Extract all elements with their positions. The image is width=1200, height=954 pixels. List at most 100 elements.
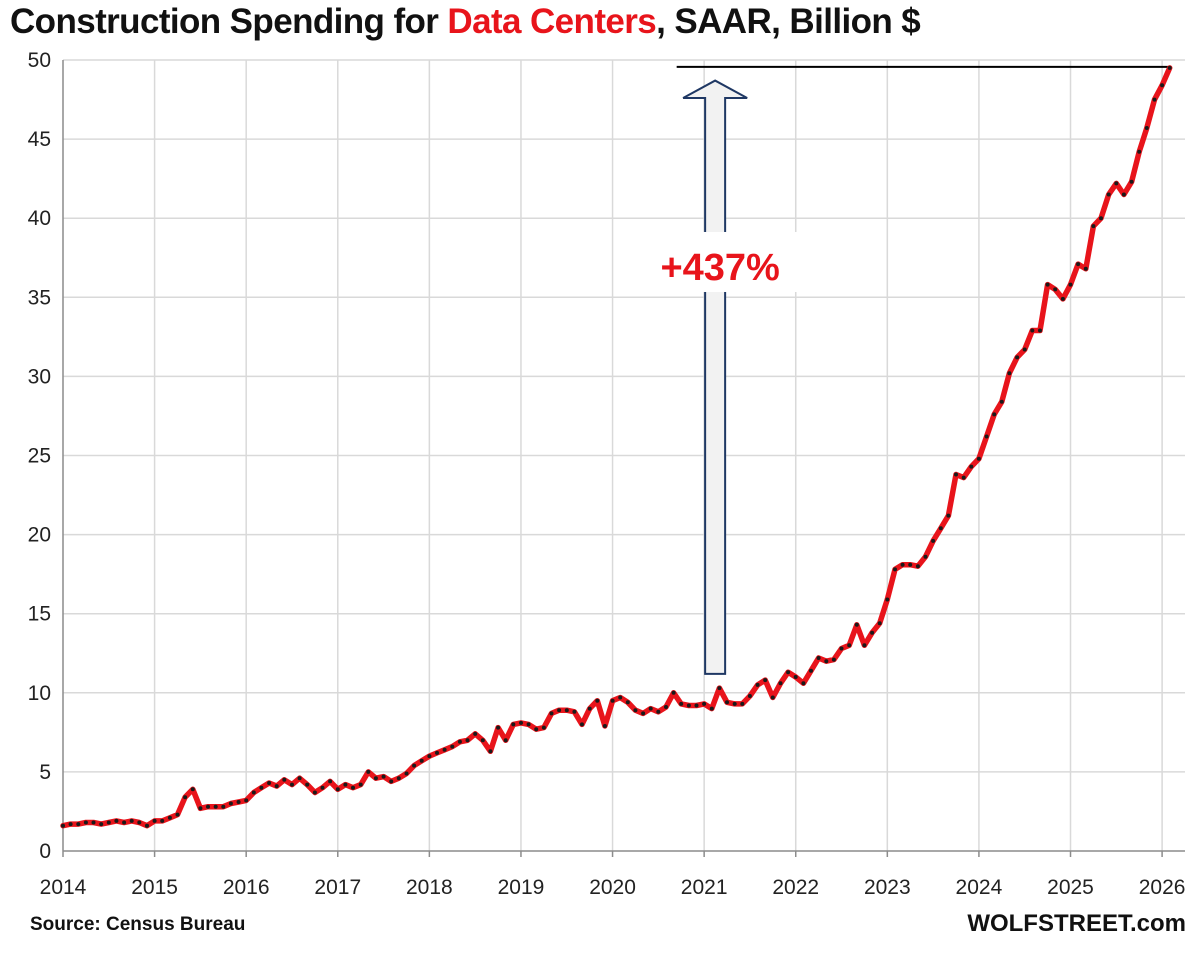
data-point bbox=[1106, 192, 1111, 197]
data-point bbox=[290, 782, 294, 787]
data-point bbox=[854, 622, 859, 627]
data-point bbox=[251, 790, 256, 795]
x-tick-label: 2017 bbox=[314, 876, 361, 899]
y-tick-label: 40 bbox=[28, 207, 51, 230]
data-point bbox=[1144, 126, 1149, 130]
data-point bbox=[1030, 328, 1035, 333]
data-point bbox=[580, 722, 584, 727]
data-point bbox=[1083, 266, 1088, 271]
x-tick-label: 2024 bbox=[956, 876, 1003, 899]
data-point bbox=[228, 801, 233, 806]
data-point bbox=[381, 774, 386, 779]
grid-lines bbox=[63, 59, 1185, 851]
data-point bbox=[1053, 287, 1058, 292]
data-point bbox=[725, 700, 729, 705]
data-point bbox=[976, 456, 981, 461]
data-point bbox=[541, 725, 546, 730]
data-point bbox=[999, 399, 1004, 404]
data-point bbox=[450, 744, 455, 749]
data-point bbox=[1015, 355, 1020, 360]
data-point bbox=[312, 790, 317, 795]
data-point bbox=[786, 670, 791, 675]
data-point bbox=[595, 698, 600, 703]
data-point bbox=[457, 739, 462, 744]
data-point bbox=[328, 779, 333, 784]
data-point bbox=[1129, 179, 1134, 184]
data-point bbox=[519, 720, 523, 725]
data-point bbox=[1076, 262, 1081, 267]
y-tick-label: 50 bbox=[28, 49, 51, 72]
data-point bbox=[633, 708, 638, 713]
data-point bbox=[442, 747, 447, 752]
data-point bbox=[839, 646, 844, 651]
data-point bbox=[427, 754, 432, 759]
data-point bbox=[618, 695, 623, 700]
data-point bbox=[206, 804, 210, 809]
data-point bbox=[221, 804, 226, 809]
title-suffix: , SAAR, Billion $ bbox=[656, 2, 921, 41]
data-point bbox=[1152, 97, 1157, 102]
data-point bbox=[755, 682, 760, 687]
data-point bbox=[274, 784, 279, 789]
data-point bbox=[801, 681, 806, 686]
x-tick-label: 2023 bbox=[864, 876, 911, 899]
data-point bbox=[297, 776, 302, 781]
data-point bbox=[1038, 328, 1042, 333]
data-point bbox=[373, 776, 378, 781]
data-point bbox=[282, 777, 287, 782]
y-tick-label: 35 bbox=[28, 286, 51, 309]
data-point bbox=[809, 668, 813, 673]
y-tick-label: 5 bbox=[39, 761, 51, 784]
data-point bbox=[1007, 371, 1012, 376]
data-point bbox=[625, 700, 630, 705]
data-point bbox=[679, 701, 684, 706]
data-point bbox=[648, 706, 653, 711]
data-point bbox=[68, 822, 73, 827]
data-point bbox=[1068, 282, 1073, 287]
data-point bbox=[259, 785, 264, 790]
data-point bbox=[419, 758, 424, 763]
data-point bbox=[83, 820, 88, 825]
data-point bbox=[961, 475, 966, 480]
data-point bbox=[717, 686, 722, 691]
data-point bbox=[183, 795, 188, 800]
data-point bbox=[343, 782, 348, 787]
data-point bbox=[900, 562, 905, 567]
data-point bbox=[137, 820, 142, 825]
y-tick-label: 45 bbox=[28, 128, 51, 151]
axes bbox=[62, 60, 1185, 857]
data-point bbox=[686, 703, 691, 708]
data-point bbox=[671, 690, 676, 695]
y-tick-label: 15 bbox=[28, 603, 51, 626]
data-point bbox=[847, 643, 852, 648]
data-point bbox=[435, 750, 439, 755]
data-point bbox=[396, 776, 401, 781]
data-point bbox=[213, 804, 218, 809]
data-point bbox=[557, 708, 562, 713]
data-point bbox=[915, 564, 920, 569]
data-point bbox=[175, 812, 180, 817]
data-point bbox=[122, 820, 127, 825]
data-point bbox=[76, 822, 81, 827]
data-point bbox=[709, 706, 714, 711]
data-point bbox=[503, 738, 508, 743]
data-point bbox=[870, 630, 875, 635]
data-point bbox=[1167, 65, 1172, 70]
data-point bbox=[587, 706, 592, 711]
data-point bbox=[320, 785, 325, 790]
x-tick-label: 2018 bbox=[406, 876, 453, 899]
data-point bbox=[938, 526, 943, 531]
data-point bbox=[656, 709, 661, 714]
data-point bbox=[1137, 149, 1142, 154]
title-prefix: Construction Spending for bbox=[10, 2, 448, 41]
data-point bbox=[91, 820, 96, 825]
data-point bbox=[1114, 181, 1119, 186]
data-point bbox=[335, 787, 340, 792]
data-point bbox=[1060, 296, 1065, 301]
data-point bbox=[488, 749, 493, 754]
data-point bbox=[412, 763, 417, 768]
data-point bbox=[145, 823, 149, 828]
data-point bbox=[694, 703, 699, 708]
x-tick-label: 2019 bbox=[498, 876, 545, 899]
data-point bbox=[129, 818, 134, 823]
